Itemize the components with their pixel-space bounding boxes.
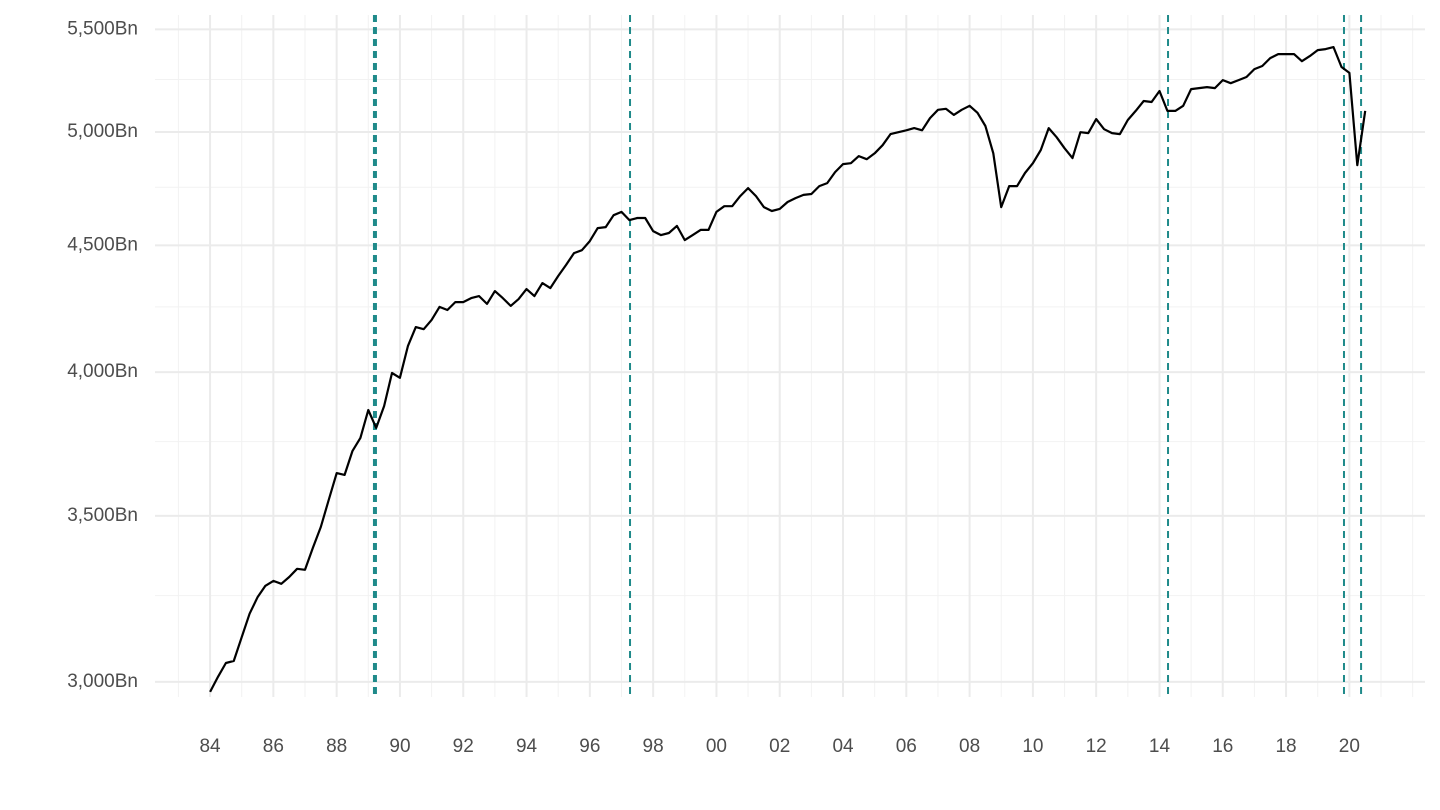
- x-tick-label: 02: [769, 736, 790, 757]
- x-tick-label: 98: [643, 736, 664, 757]
- x-tick-label: 06: [896, 736, 917, 757]
- x-tick-label: 92: [453, 736, 474, 757]
- x-tick-label: 16: [1212, 736, 1233, 757]
- x-tick-label: 90: [389, 736, 410, 757]
- x-tick-label: 96: [579, 736, 600, 757]
- y-tick-label: 5,500Bn: [67, 18, 138, 39]
- x-tick-label: 12: [1086, 736, 1107, 757]
- x-tick-label: 14: [1149, 736, 1171, 757]
- x-tick-label: 10: [1022, 736, 1043, 757]
- y-tick-label: 4,000Bn: [67, 361, 138, 382]
- x-tick-label: 84: [199, 736, 221, 757]
- x-tick-label: 04: [832, 736, 854, 757]
- x-tick-label: 00: [706, 736, 727, 757]
- line-series: [209, 46, 1367, 693]
- x-tick-label: 08: [959, 736, 980, 757]
- x-tick-label: 94: [516, 736, 538, 757]
- x-tick-label: 18: [1275, 736, 1296, 757]
- x-tick-label: 88: [326, 736, 347, 757]
- y-tick-label: 3,500Bn: [67, 505, 138, 526]
- y-tick-label: 3,000Bn: [67, 671, 138, 692]
- x-tick-label: 20: [1339, 736, 1360, 757]
- y-tick-label: 4,500Bn: [67, 234, 138, 255]
- x-tick-label: 86: [263, 736, 284, 757]
- y-tick-label: 5,000Bn: [67, 121, 138, 142]
